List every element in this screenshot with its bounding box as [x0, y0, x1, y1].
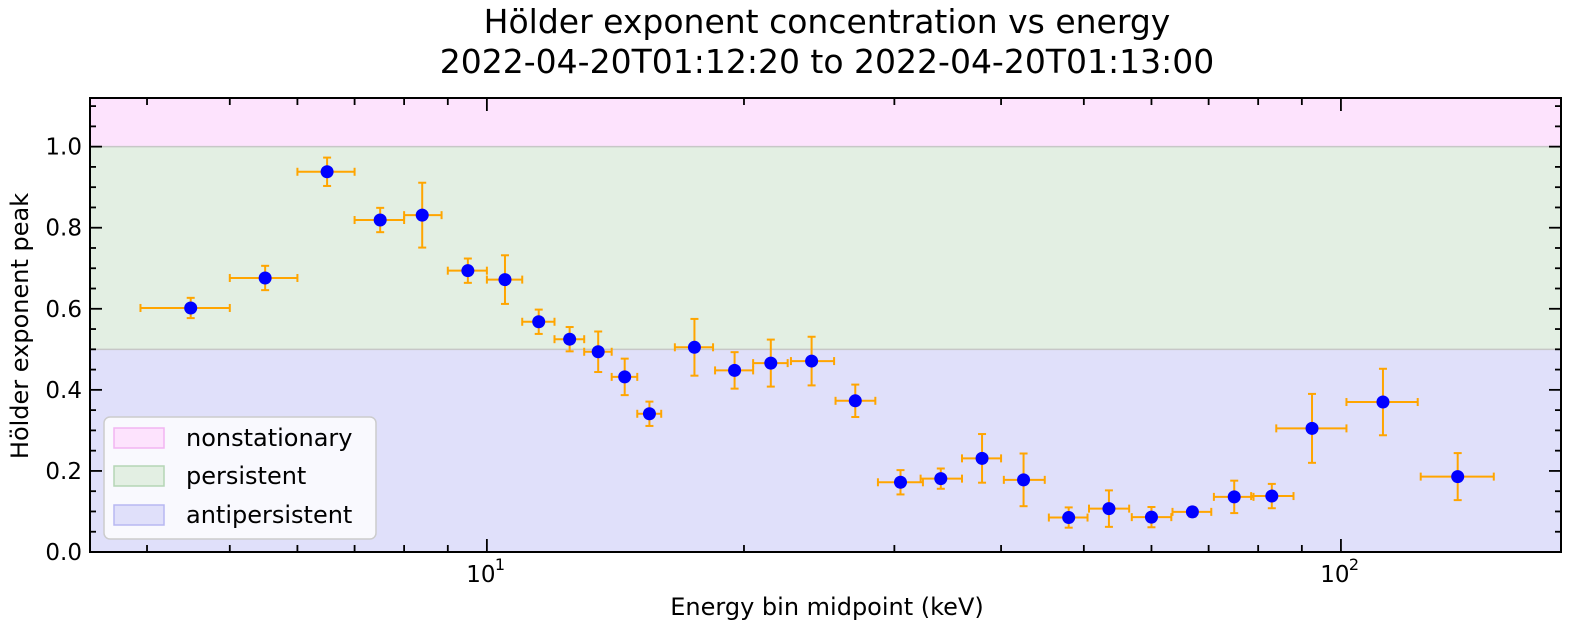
- data-point-0: [184, 301, 198, 315]
- x-tick-label-exponent-1: 2: [1349, 555, 1359, 574]
- data-point-8: [563, 332, 577, 346]
- data-markers: [184, 165, 1465, 525]
- data-point-18: [934, 472, 948, 486]
- legend: nonstationary persistent antipersistent: [103, 416, 377, 540]
- data-point-2: [320, 165, 334, 179]
- data-point-14: [764, 356, 778, 370]
- data-point-29: [1451, 470, 1465, 484]
- data-point-23: [1144, 510, 1158, 524]
- chart-title-line2: 2022-04-20T01:12:20 to 2022-04-20T01:13:…: [440, 42, 1214, 81]
- x-tick-label-0: 10: [466, 562, 495, 588]
- y-tick-label-4: 0.8: [45, 216, 82, 242]
- data-point-6: [498, 273, 512, 287]
- legend-label-persistent: persistent: [186, 462, 306, 490]
- data-point-7: [532, 315, 546, 329]
- data-point-28: [1376, 395, 1390, 409]
- band-nonstationary: [90, 98, 1561, 147]
- y-tick-label-5: 1.0: [45, 135, 82, 161]
- data-point-24: [1185, 505, 1199, 519]
- y-tick-label-2: 0.4: [45, 378, 82, 404]
- data-point-4: [415, 208, 429, 222]
- plot-frame: [89, 97, 1562, 553]
- data-point-13: [728, 363, 742, 377]
- data-point-12: [687, 340, 701, 354]
- data-point-15: [805, 354, 819, 368]
- data-point-16: [848, 394, 862, 408]
- legend-swatch-nonstationary: [113, 427, 165, 449]
- band-boundary-lines: [90, 145, 1561, 351]
- data-point-11: [642, 407, 656, 421]
- band-persistent: [90, 146, 1561, 350]
- data-point-22: [1102, 502, 1116, 516]
- data-point-3: [373, 213, 387, 227]
- x-tick-label-1: 10: [1320, 562, 1349, 588]
- legend-label-antipersistent: antipersistent: [186, 501, 352, 529]
- data-point-25: [1227, 490, 1241, 504]
- x-axis-label: Energy bin midpoint (keV): [670, 593, 983, 621]
- data-point-20: [1017, 473, 1031, 487]
- y-tick-label-0: 0.0: [45, 540, 82, 566]
- data-point-27: [1305, 421, 1319, 435]
- data-point-1: [258, 271, 272, 285]
- y-axis-label: Hölder exponent peak: [6, 193, 34, 459]
- chart-title-line1: Hölder exponent concentration vs energy: [484, 2, 1171, 41]
- x-tick-label-exponent-0: 1: [495, 555, 505, 574]
- y-tick-label-3: 0.6: [45, 297, 82, 323]
- legend-swatch-persistent: [113, 465, 165, 487]
- axis-ticks: 0.00.20.40.60.81.010 1 10 2: [45, 98, 1561, 588]
- data-point-9: [591, 345, 605, 359]
- legend-swatch-antipersistent: [113, 504, 165, 526]
- data-point-5: [461, 264, 475, 278]
- data-point-19: [975, 451, 989, 465]
- data-point-17: [893, 475, 907, 489]
- data-point-26: [1265, 489, 1279, 503]
- data-point-10: [618, 370, 632, 384]
- y-tick-label-1: 0.2: [45, 459, 82, 485]
- data-point-21: [1062, 511, 1076, 525]
- errorbar-13: [714, 351, 755, 390]
- legend-label-nonstationary: nonstationary: [186, 424, 352, 452]
- legend-box: [103, 416, 377, 540]
